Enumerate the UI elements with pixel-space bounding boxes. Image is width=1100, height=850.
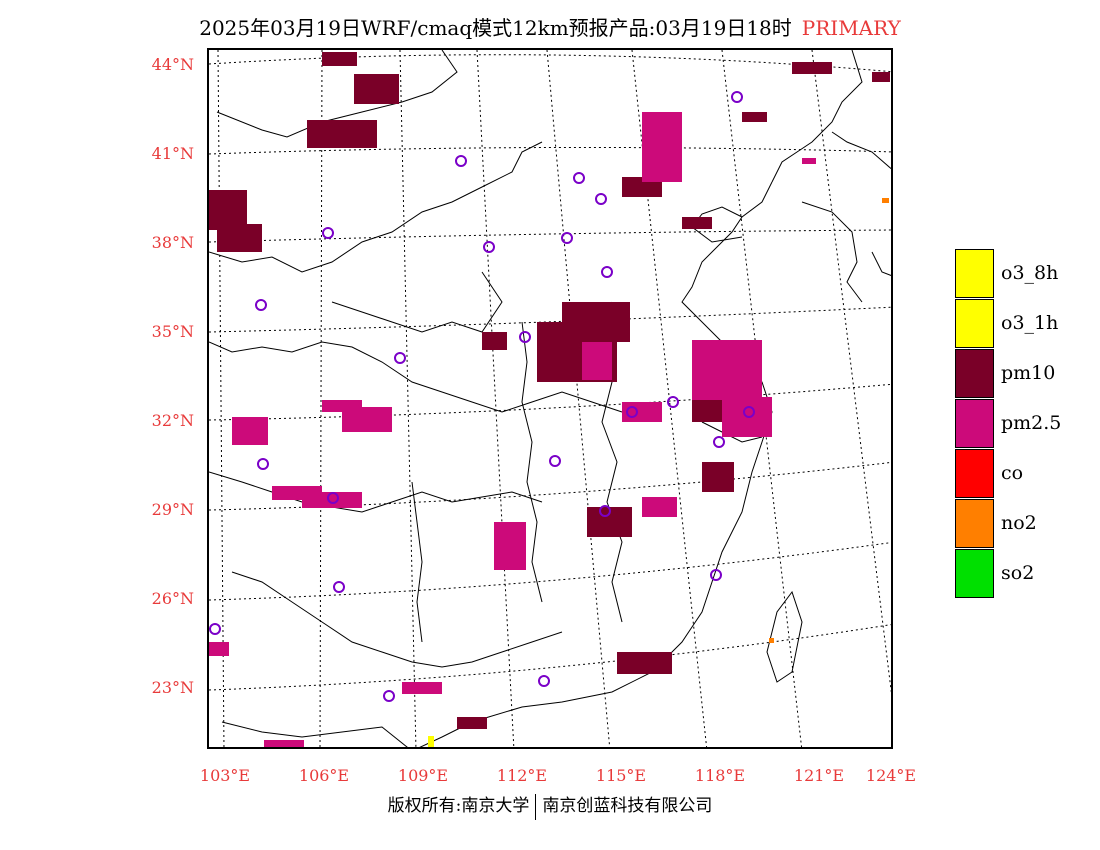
legend-swatch xyxy=(955,549,994,598)
legend-swatch xyxy=(955,399,994,448)
legend-swatch xyxy=(955,449,994,498)
legend-swatch xyxy=(955,349,994,398)
legend-swatch xyxy=(955,499,994,548)
legend-label: pm10 xyxy=(1001,362,1056,384)
lat-label-35: 35°N xyxy=(151,322,194,341)
legend-swatch xyxy=(955,299,994,348)
graticule xyxy=(209,50,891,747)
copyright-right: 南京创蓝科技有限公司 xyxy=(542,796,713,816)
station-markers xyxy=(209,91,755,702)
legend-label: no2 xyxy=(1001,512,1037,534)
lon-label-118: 118°E xyxy=(694,766,746,785)
lon-label-112: 112°E xyxy=(496,766,548,785)
title-text: 2025年03月19日WRF/cmaq模式12km预报产品:03月19日18时 xyxy=(199,16,792,40)
map-canvas xyxy=(209,50,891,747)
copyright-footer: 版权所有:南京大学 南京创蓝科技有限公司 xyxy=(0,791,1100,820)
lon-label-109: 109°E xyxy=(397,766,449,785)
lon-label-103: 103°E xyxy=(199,766,251,785)
lat-label-29: 29°N xyxy=(151,500,194,519)
map-frame xyxy=(207,48,893,749)
lat-label-44: 44°N xyxy=(151,55,194,74)
legend-label: pm2.5 xyxy=(1001,412,1062,434)
lat-label-23: 23°N xyxy=(151,678,194,697)
legend-label: so2 xyxy=(1001,562,1035,584)
legend-swatch xyxy=(955,249,994,298)
no2-mark xyxy=(882,198,889,203)
lon-label-115: 115°E xyxy=(595,766,647,785)
boundaries xyxy=(209,50,891,747)
lat-label-38: 38°N xyxy=(151,233,194,252)
pm25-layer xyxy=(209,112,816,747)
lat-label-41: 41°N xyxy=(151,144,194,163)
lon-label-106: 106°E xyxy=(298,766,350,785)
legend-label: co xyxy=(1001,462,1024,484)
o3-mark xyxy=(428,736,434,747)
copyright-divider xyxy=(535,793,537,820)
title-primary-tag: PRIMARY xyxy=(801,16,901,40)
lat-label-26: 26°N xyxy=(151,589,194,608)
lon-label-124: 124°E xyxy=(865,766,917,785)
lon-label-121: 121°E xyxy=(793,766,845,785)
lat-label-32: 32°N xyxy=(151,411,194,430)
no2-mark xyxy=(769,638,774,643)
legend-label: o3_1h xyxy=(1001,312,1059,334)
map-title: 2025年03月19日WRF/cmaq模式12km预报产品:03月19日18时 P… xyxy=(0,12,1100,41)
legend-label: o3_8h xyxy=(1001,262,1059,284)
copyright-left: 版权所有:南京大学 xyxy=(387,796,530,816)
